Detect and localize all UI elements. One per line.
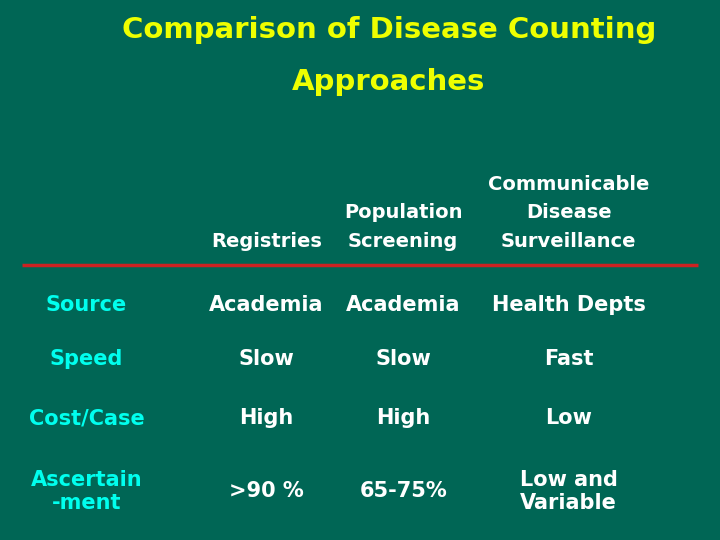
Text: Cost/Case: Cost/Case (29, 408, 144, 429)
Text: Population: Population (344, 204, 462, 222)
Text: Communicable: Communicable (488, 175, 649, 194)
Text: Comparison of Disease Counting: Comparison of Disease Counting (122, 16, 656, 44)
Text: High: High (376, 408, 431, 429)
Text: Screening: Screening (348, 232, 459, 251)
Text: Fast: Fast (544, 349, 593, 369)
Text: Low and
Variable: Low and Variable (520, 470, 618, 513)
Text: Low: Low (545, 408, 593, 429)
Text: Academia: Academia (209, 295, 324, 315)
Text: Slow: Slow (375, 349, 431, 369)
Text: High: High (239, 408, 294, 429)
Text: >90 %: >90 % (229, 481, 304, 502)
Text: Source: Source (46, 295, 127, 315)
Text: Health Depts: Health Depts (492, 295, 646, 315)
Text: Slow: Slow (238, 349, 294, 369)
Text: Academia: Academia (346, 295, 461, 315)
Text: Speed: Speed (50, 349, 123, 369)
Text: Surveillance: Surveillance (501, 232, 636, 251)
Text: Ascertain
-ment: Ascertain -ment (30, 470, 143, 513)
Text: 65-75%: 65-75% (359, 481, 447, 502)
Text: Approaches: Approaches (292, 68, 485, 96)
Text: Disease: Disease (526, 204, 611, 222)
Text: Registries: Registries (211, 232, 322, 251)
